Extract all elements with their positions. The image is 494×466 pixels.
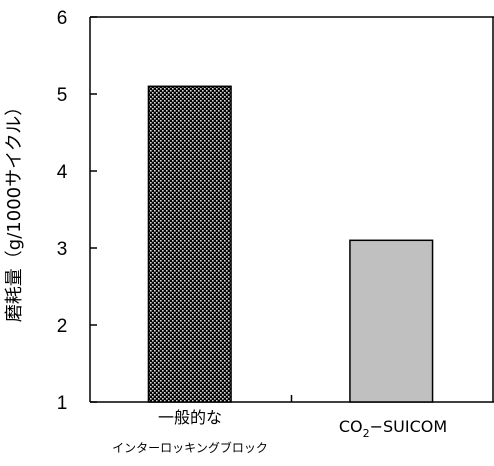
bar-1	[147, 85, 232, 403]
y-tick-label-1: 1	[57, 393, 68, 414]
category-label-2-rest: −SUICOM	[370, 417, 448, 436]
category-label-2-subscript: 2	[363, 427, 370, 440]
y-axis-ticks: 1 2 3 4 5 6	[57, 8, 97, 414]
y-tick-label-4: 4	[57, 162, 68, 183]
category-label-1-line1: 一般的な	[158, 408, 222, 427]
y-tick-label-6: 6	[57, 8, 68, 29]
y-tick-label-5: 5	[57, 85, 68, 106]
category-label-1-line2: インターロッキングブロック	[112, 440, 268, 455]
y-tick-label-2: 2	[57, 316, 68, 337]
bar-2	[349, 239, 434, 403]
bars	[147, 85, 434, 403]
y-axis-label: 磨耗量（g/1000サイクル）	[4, 98, 25, 322]
category-label-2-main: CO	[339, 417, 363, 436]
plot-frame	[90, 16, 494, 402]
category-label-2: CO2−SUICOM	[339, 417, 447, 440]
x-axis-category-labels: 一般的な インターロッキングブロック CO2−SUICOM	[112, 408, 447, 455]
y-tick-label-3: 3	[57, 239, 68, 260]
